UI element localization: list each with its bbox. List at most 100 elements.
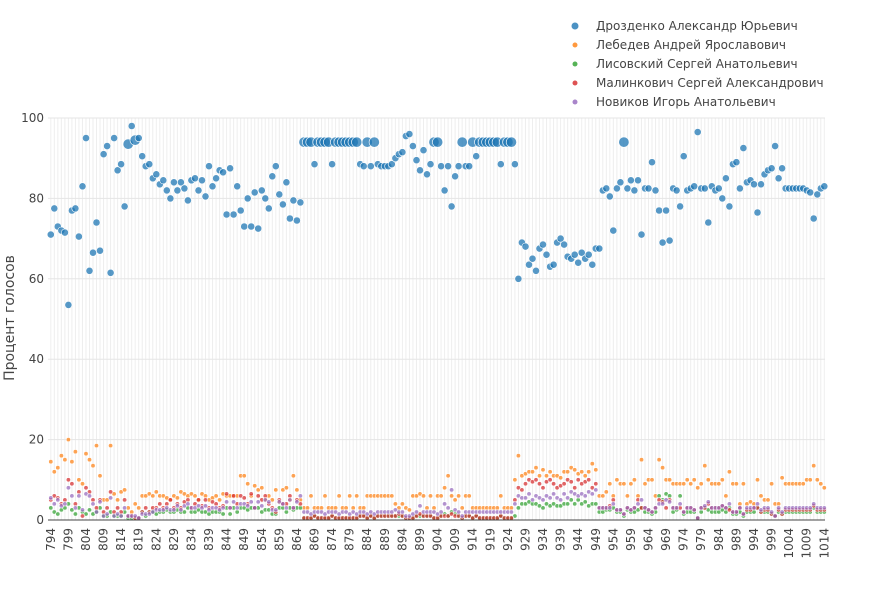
- data-point: [466, 493, 472, 499]
- data-point: [427, 493, 433, 499]
- data-point: [691, 507, 697, 513]
- data-point: [328, 160, 336, 169]
- data-point: [51, 501, 57, 507]
- data-point: [240, 222, 249, 231]
- legend-item[interactable]: Лисовский Сергей Анатольевич: [572, 57, 798, 71]
- legend-label: Лисовский Сергей Анатольевич: [596, 57, 798, 71]
- data-point: [208, 182, 217, 191]
- data-point: [651, 186, 660, 195]
- data-point: [603, 489, 609, 495]
- legend[interactable]: Дрозденко Александр Юрьевич Лебедев Андре…: [571, 19, 824, 109]
- data-point: [273, 507, 279, 513]
- data-point: [716, 481, 722, 487]
- y-tick-label: 100: [21, 111, 44, 125]
- data-point: [227, 511, 233, 517]
- grid: [48, 117, 825, 520]
- x-tick-label: 889: [378, 528, 392, 551]
- data-point: [568, 479, 574, 485]
- data-point: [250, 188, 259, 197]
- data-point: [751, 505, 757, 511]
- data-point: [65, 477, 71, 483]
- data-point: [698, 481, 704, 487]
- x-tick-label: 869: [308, 528, 322, 551]
- data-point: [624, 493, 630, 499]
- legend-item[interactable]: Новиков Игорь Анатольевич: [572, 95, 776, 109]
- data-point: [684, 477, 690, 483]
- data-point: [399, 509, 405, 515]
- x-tick-label: 799: [61, 528, 75, 551]
- data-point: [257, 186, 266, 195]
- data-point: [248, 491, 254, 497]
- data-point: [224, 499, 230, 505]
- data-point: [118, 513, 124, 519]
- data-point: [663, 505, 669, 511]
- data-point: [405, 130, 414, 138]
- data-point: [807, 477, 813, 483]
- data-point: [561, 491, 567, 497]
- data-point: [96, 246, 104, 255]
- x-tick-label: 879: [343, 528, 357, 551]
- data-point: [69, 493, 75, 499]
- data-point: [171, 507, 177, 513]
- data-point: [387, 160, 396, 169]
- data-point: [104, 511, 110, 517]
- data-point: [233, 182, 242, 191]
- data-point: [714, 184, 723, 193]
- data-point: [739, 144, 748, 152]
- x-tick-label: 989: [729, 528, 743, 551]
- data-point: [445, 473, 451, 479]
- data-point: [718, 194, 727, 203]
- data-point: [416, 166, 424, 175]
- x-tick-label: 934: [536, 528, 550, 551]
- legend-item[interactable]: Дрозденко Александр Юрьевич: [571, 19, 798, 33]
- data-point: [83, 451, 89, 457]
- data-point: [72, 511, 78, 517]
- data-point: [610, 501, 616, 507]
- legend-marker: [572, 42, 578, 48]
- y-tick-label: 80: [29, 191, 44, 205]
- data-point: [575, 477, 581, 483]
- data-point: [247, 222, 256, 231]
- data-point: [192, 493, 198, 499]
- x-tick-label: 849: [237, 528, 251, 551]
- data-point: [445, 505, 451, 511]
- legend-item[interactable]: Малинкович Сергей Александрович: [572, 76, 824, 90]
- legend-item[interactable]: Лебедев Андрей Ярославович: [572, 38, 787, 52]
- data-point: [807, 505, 813, 511]
- x-tick-label: 844: [220, 528, 234, 551]
- data-point: [90, 463, 96, 469]
- x-tick-label: 999: [765, 528, 779, 551]
- data-point: [213, 493, 219, 499]
- data-point: [551, 481, 557, 487]
- data-point: [99, 150, 108, 159]
- data-point: [660, 501, 666, 507]
- data-point: [420, 493, 426, 499]
- data-point: [806, 188, 815, 197]
- data-point: [159, 176, 168, 185]
- x-tick-label: 964: [642, 528, 656, 551]
- data-point: [50, 204, 59, 213]
- data-point: [94, 443, 100, 449]
- data-point: [229, 210, 238, 219]
- data-point: [522, 481, 528, 487]
- data-point: [556, 234, 565, 243]
- data-point: [289, 196, 298, 205]
- x-tick-label: 929: [518, 528, 532, 551]
- data-point: [113, 166, 122, 175]
- data-point: [120, 202, 129, 211]
- y-tick-label: 20: [29, 433, 44, 447]
- data-point: [48, 495, 54, 501]
- data-point: [90, 501, 96, 507]
- data-point: [122, 487, 128, 493]
- data-point: [637, 230, 646, 239]
- data-point: [586, 469, 592, 475]
- data-point: [243, 194, 252, 203]
- data-point: [737, 505, 743, 511]
- data-point: [145, 160, 154, 169]
- data-point: [725, 202, 734, 211]
- x-tick-label: 1009: [800, 528, 814, 559]
- data-point: [76, 493, 82, 499]
- data-point: [108, 443, 114, 449]
- data-point: [122, 497, 128, 503]
